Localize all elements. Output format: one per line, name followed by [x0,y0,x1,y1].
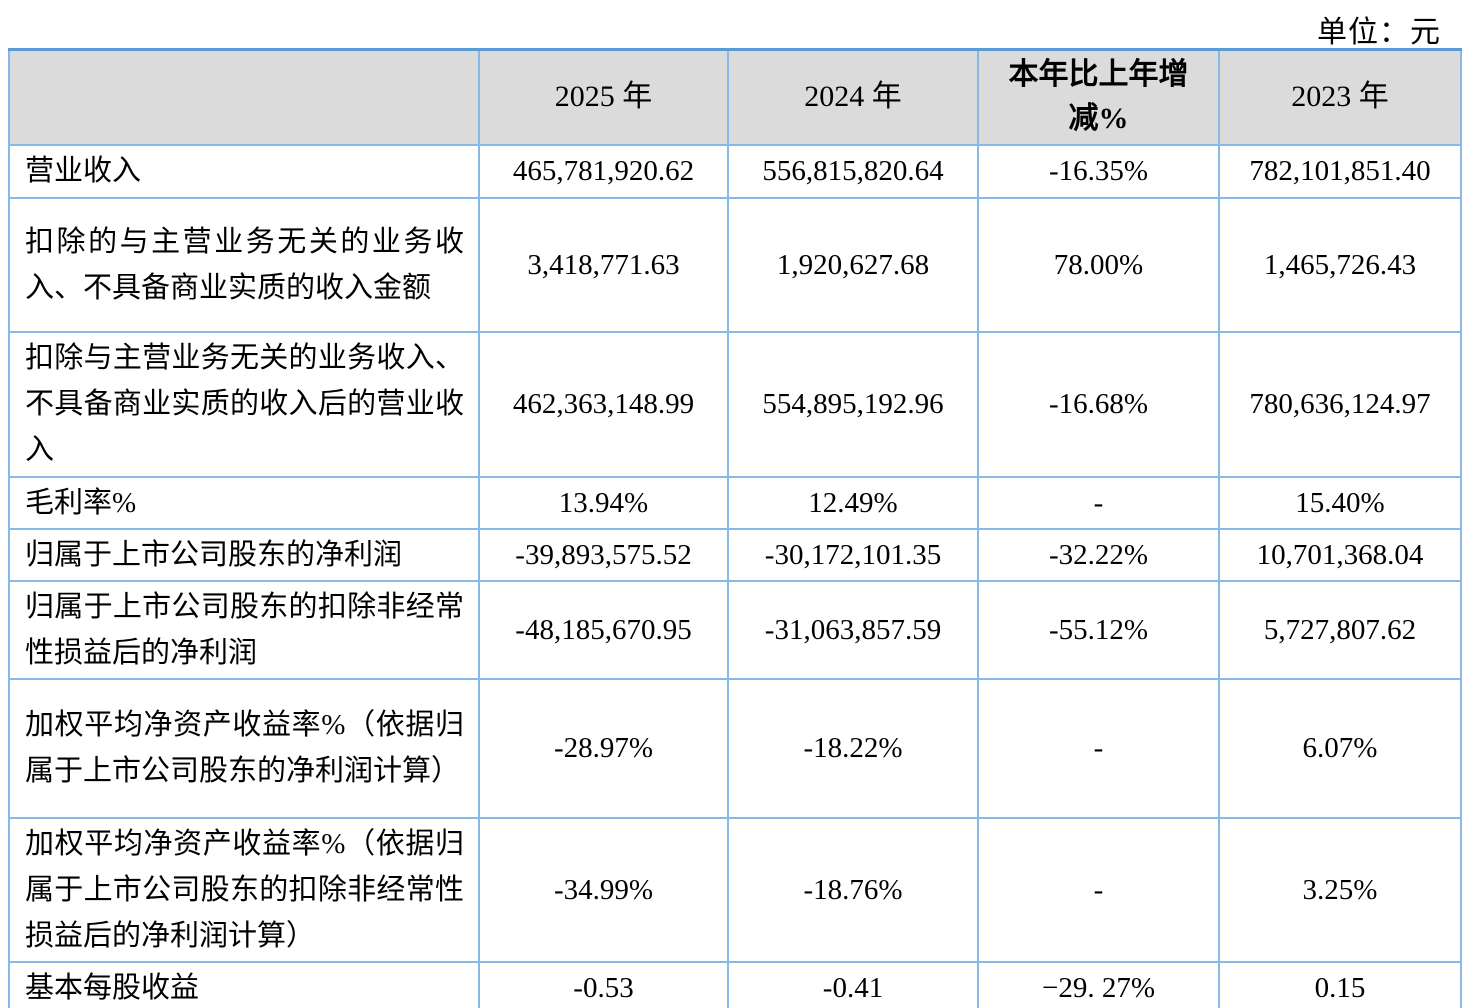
cell-2024: 556,815,820.64 [727,143,979,199]
table-row-deducted-unrelated-income: 扣除的与主营业务无关的业务收入、不具备商业实质的收入金额 3,418,771.6… [8,196,1462,333]
financial-summary-table: 2025 年 2024 年 本年比上年增减% 2023 年 营业收入 465,7… [8,48,1462,1008]
cell-2024: 12.49% [727,475,979,530]
cell-2023: 780,636,124.97 [1218,330,1462,478]
table-row-gross-margin: 毛利率% 13.94% 12.49% - 15.40% [8,475,1462,530]
table-row-weighted-roe-net-profit: 加权平均净资产收益率%（依据归属于上市公司股东的净利润计算） -28.97% -… [8,677,1462,819]
row-label: 归属于上市公司股东的扣除非经常性损益后的净利润 [8,579,480,680]
cell-2023: 782,101,851.40 [1218,143,1462,199]
header-2025: 2025 年 [478,48,729,146]
cell-2023: 1,465,726.43 [1218,196,1462,333]
cell-yoy: - [977,475,1220,530]
table-row-weighted-roe-excl-nonrecurring: 加权平均净资产收益率%（依据归属于上市公司股东的扣除非经常性损益后的净利润计算）… [8,816,1462,963]
cell-yoy: -32.22% [977,527,1220,582]
cell-2025: 13.94% [478,475,729,530]
table-row-net-profit-attributable: 归属于上市公司股东的净利润 -39,893,575.52 -30,172,101… [8,527,1462,582]
cell-2024: -31,063,857.59 [727,579,979,680]
cell-2025: -28.97% [478,677,729,819]
header-2024: 2024 年 [727,48,979,146]
header-row: 2025 年 2024 年 本年比上年增减% 2023 年 [8,48,1462,146]
cell-yoy: -16.35% [977,143,1220,199]
row-label: 营业收入 [8,143,480,199]
cell-2025: -48,185,670.95 [478,579,729,680]
cell-2023: 3.25% [1218,816,1462,963]
cell-2025: -39,893,575.52 [478,527,729,582]
row-label: 基本每股收益 [8,960,480,1008]
cell-yoy: - [977,816,1220,963]
cell-2024: 554,895,192.96 [727,330,979,478]
cell-yoy: 78.00% [977,196,1220,333]
row-label: 扣除的与主营业务无关的业务收入、不具备商业实质的收入金额 [8,196,480,333]
row-label: 归属于上市公司股东的净利润 [8,527,480,582]
cell-2025: -0.53 [478,960,729,1008]
cell-2024: -0.41 [727,960,979,1008]
header-yoy-change: 本年比上年增减% [977,48,1220,146]
cell-yoy: -55.12% [977,579,1220,680]
table-row-basic-eps: 基本每股收益 -0.53 -0.41 −29. 27% 0.15 [8,960,1462,1008]
row-label: 毛利率% [8,475,480,530]
cell-2024: -18.76% [727,816,979,963]
cell-2025: 462,363,148.99 [478,330,729,478]
cell-2023: 5,727,807.62 [1218,579,1462,680]
cell-2025: -34.99% [478,816,729,963]
cell-2025: 3,418,771.63 [478,196,729,333]
cell-yoy: - [977,677,1220,819]
cell-2024: 1,920,627.68 [727,196,979,333]
table-row-operating-revenue: 营业收入 465,781,920.62 556,815,820.64 -16.3… [8,143,1462,199]
row-label: 扣除与主营业务无关的业务收入、不具备商业实质的收入后的营业收入 [8,330,480,478]
row-label: 加权平均净资产收益率%（依据归属于上市公司股东的净利润计算） [8,677,480,819]
header-2023: 2023 年 [1218,48,1462,146]
unit-label: 单位：元 [1317,16,1441,49]
cell-yoy: -16.68% [977,330,1220,478]
cell-2025: 465,781,920.62 [478,143,729,199]
cell-2023: 10,701,368.04 [1218,527,1462,582]
table-row-revenue-after-deduction: 扣除与主营业务无关的业务收入、不具备商业实质的收入后的营业收入 462,363,… [8,330,1462,478]
header-empty-cell [8,48,480,146]
cell-2024: -30,172,101.35 [727,527,979,582]
cell-2023: 0.15 [1218,960,1462,1008]
cell-yoy: −29. 27% [977,960,1220,1008]
cell-2024: -18.22% [727,677,979,819]
cell-2023: 15.40% [1218,475,1462,530]
table-row-net-profit-excl-nonrecurring: 归属于上市公司股东的扣除非经常性损益后的净利润 -48,185,670.95 -… [8,579,1462,680]
cell-2023: 6.07% [1218,677,1462,819]
row-label: 加权平均净资产收益率%（依据归属于上市公司股东的扣除非经常性损益后的净利润计算） [8,816,480,963]
